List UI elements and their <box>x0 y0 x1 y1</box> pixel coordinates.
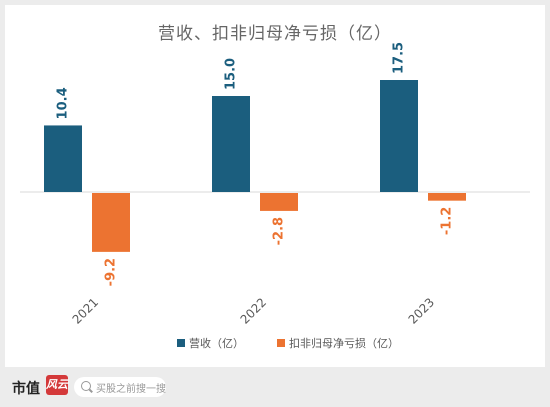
search-placeholder: 买股之前搜一搜 <box>96 384 166 395</box>
loss-label-2022: -2.8 <box>272 217 287 245</box>
search-box[interactable]: 买股之前搜一搜 <box>74 377 166 397</box>
legend-swatch-loss <box>277 339 285 347</box>
chart-title: 营收、扣非归母净亏损（亿） <box>158 24 392 44</box>
loss-bar-2022 <box>260 193 298 211</box>
loss-label-2021: -9.2 <box>104 258 119 286</box>
revenue-bar-2023 <box>380 80 418 192</box>
loss-label-2023: -1.2 <box>440 207 455 235</box>
loss-bar-2021 <box>92 193 130 252</box>
footer-bar: 市值 风云 买股之前搜一搜 <box>0 367 550 407</box>
revenue-bar-2021 <box>44 125 82 192</box>
x-tick-2021: 2021 <box>70 295 101 326</box>
revenue-bar-2022 <box>212 96 250 192</box>
revenue-label-2021: 10.4 <box>56 87 71 119</box>
brand-name: 市值 <box>12 381 40 397</box>
x-tick-2023: 2023 <box>406 295 437 326</box>
legend-label-revenue: 营收（亿） <box>189 336 244 350</box>
x-tick-2022: 2022 <box>238 295 269 326</box>
legend-swatch-revenue <box>177 339 185 347</box>
revenue-label-2023: 17.5 <box>392 42 407 74</box>
brand-logo: 风云 <box>46 375 68 395</box>
chart-card: 营收、扣非归母净亏损（亿） 10.4 -9.2 2021 15.0 -2.8 2022 17… <box>5 5 545 367</box>
search-icon <box>81 381 91 391</box>
legend-label-loss: 扣非归母净亏损（亿） <box>289 336 399 350</box>
loss-bar-2023 <box>428 193 466 201</box>
revenue-label-2022: 15.0 <box>224 58 239 90</box>
